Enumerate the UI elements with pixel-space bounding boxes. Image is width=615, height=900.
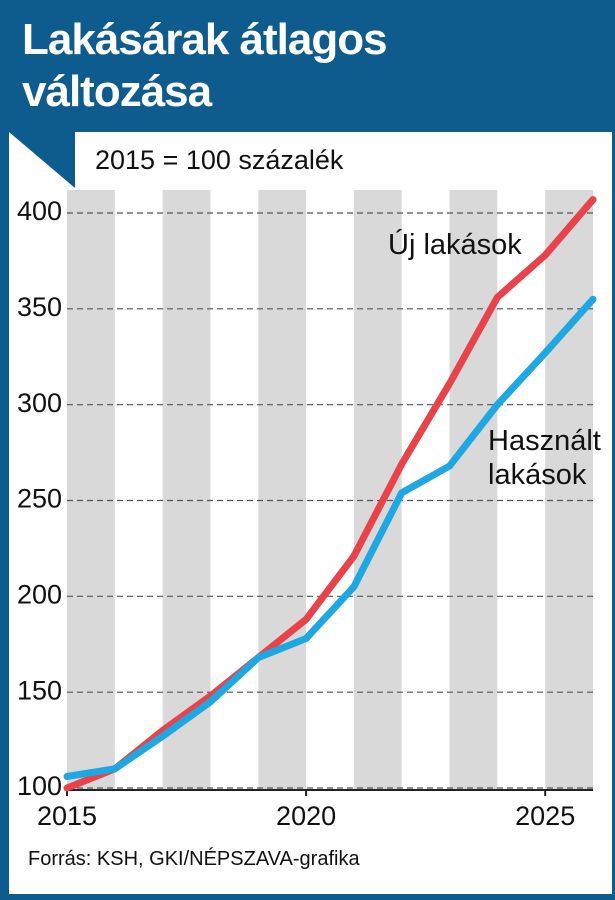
- chart-title: Lakásárak átlagos változása: [22, 15, 388, 116]
- source: Forrás: KSH, GKI/NÉPSZAVA-grafika: [28, 848, 360, 870]
- header-fold: [9, 132, 75, 188]
- y-tick-label: 150: [17, 675, 62, 705]
- stripe: [67, 190, 115, 790]
- stripe: [258, 190, 307, 790]
- chart-subtitle: 2015 = 100 százalék: [95, 145, 344, 175]
- header: [0, 0, 615, 132]
- stripe: [162, 190, 211, 790]
- y-tick-label: 350: [17, 292, 62, 322]
- stripe: [353, 190, 402, 790]
- y-tick-label: 250: [17, 484, 62, 514]
- stripe: [449, 190, 498, 790]
- series-line: [63, 295, 597, 780]
- y-tick-label: 400: [17, 196, 62, 226]
- x-tick-label: 2020: [276, 801, 336, 831]
- y-tick-label: 300: [17, 388, 62, 418]
- series-label: Használt lakások: [488, 425, 601, 491]
- x-tick-label: 2025: [515, 801, 575, 831]
- stripe: [545, 190, 593, 790]
- y-tick-label: 200: [17, 579, 62, 609]
- y-tick-label: 100: [17, 771, 62, 801]
- series-line: [63, 196, 597, 792]
- x-tick-label: 2015: [37, 801, 97, 831]
- series-label: Új lakások: [388, 229, 522, 261]
